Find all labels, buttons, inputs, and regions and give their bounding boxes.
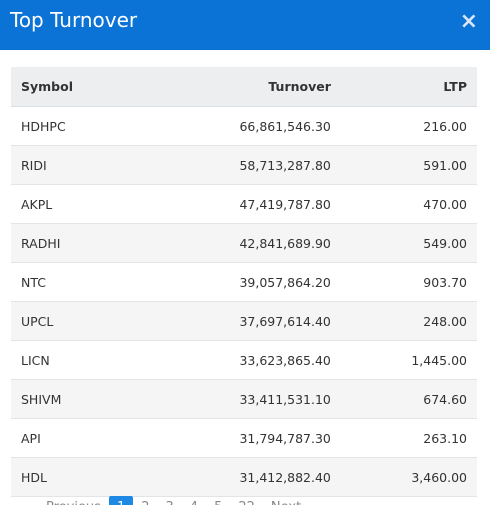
header-row: Symbol Turnover LTP [11,67,477,107]
turnover-table: Symbol Turnover LTP HDHPC 66,861,546.30 216.… [11,67,477,497]
table-cell: 37,697,614.40 [140,301,341,341]
table-row: UPCL 37,697,614.40 248.00 [11,301,477,341]
table-cell: 31,412,882.40 [140,457,341,497]
column-header: LTP [340,67,477,107]
page-link[interactable]: 2 [133,496,157,505]
modal-header: Top Turnover × [0,0,490,50]
table-cell: 674.60 [340,379,477,419]
table-row: HDL 31,412,882.40 3,460.00 [11,457,477,497]
table-cell: NTC [11,262,141,302]
page-link[interactable]: 22 [230,496,263,505]
modal-title: Top Turnover [10,8,138,32]
close-button[interactable]: × [459,9,478,34]
column-header: Symbol [11,67,141,107]
page-link[interactable]: 1 [108,496,134,505]
table-row: RADHI 42,841,689.90 549.00 [11,223,477,263]
pagination: Previous1234522Next [38,496,309,505]
table-cell: 33,623,865.40 [140,340,341,380]
table-cell: 248.00 [340,301,477,341]
table-row: LICN 33,623,865.40 1,445.00 [11,340,477,380]
table-row: API 31,794,787.30 263.10 [11,418,477,458]
table-cell: 66,861,546.30 [140,106,341,146]
page-link[interactable]: 3 [158,496,182,505]
table-cell: 33,411,531.10 [140,379,341,419]
table-cell: 216.00 [340,106,477,146]
table-cell: SHIVM [11,379,141,419]
table-row: RIDI 58,713,287.80 591.00 [11,145,477,185]
table-cell: RIDI [11,145,141,185]
table-cell: 470.00 [340,184,477,224]
table-cell: 58,713,287.80 [140,145,341,185]
table-cell: 591.00 [340,145,477,185]
table-row: HDHPC 66,861,546.30 216.00 [11,106,477,146]
table-cell: UPCL [11,301,141,341]
page-link[interactable]: 5 [206,496,230,505]
table-cell: 903.70 [340,262,477,302]
table-cell: 3,460.00 [340,457,477,497]
table-row: SHIVM 33,411,531.10 674.60 [11,379,477,419]
page-link[interactable]: 4 [182,496,206,505]
page-link[interactable]: Next [263,496,309,505]
table-row: AKPL 47,419,787.80 470.00 [11,184,477,224]
table-cell: LICN [11,340,141,380]
column-header: Turnover [140,67,341,107]
table-cell: 42,841,689.90 [140,223,341,263]
table-cell: 549.00 [340,223,477,263]
table-cell: 263.10 [340,418,477,458]
table-cell: RADHI [11,223,141,263]
table-cell: HDL [11,457,141,497]
table-cell: AKPL [11,184,141,224]
table-cell: 47,419,787.80 [140,184,341,224]
table-cell: 39,057,864.20 [140,262,341,302]
page-link[interactable]: Previous [38,496,109,505]
table-cell: 1,445.00 [340,340,477,380]
table-row: NTC 39,057,864.20 903.70 [11,262,477,302]
table-cell: 31,794,787.30 [140,418,341,458]
table-cell: API [11,418,141,458]
table-cell: HDHPC [11,106,141,146]
